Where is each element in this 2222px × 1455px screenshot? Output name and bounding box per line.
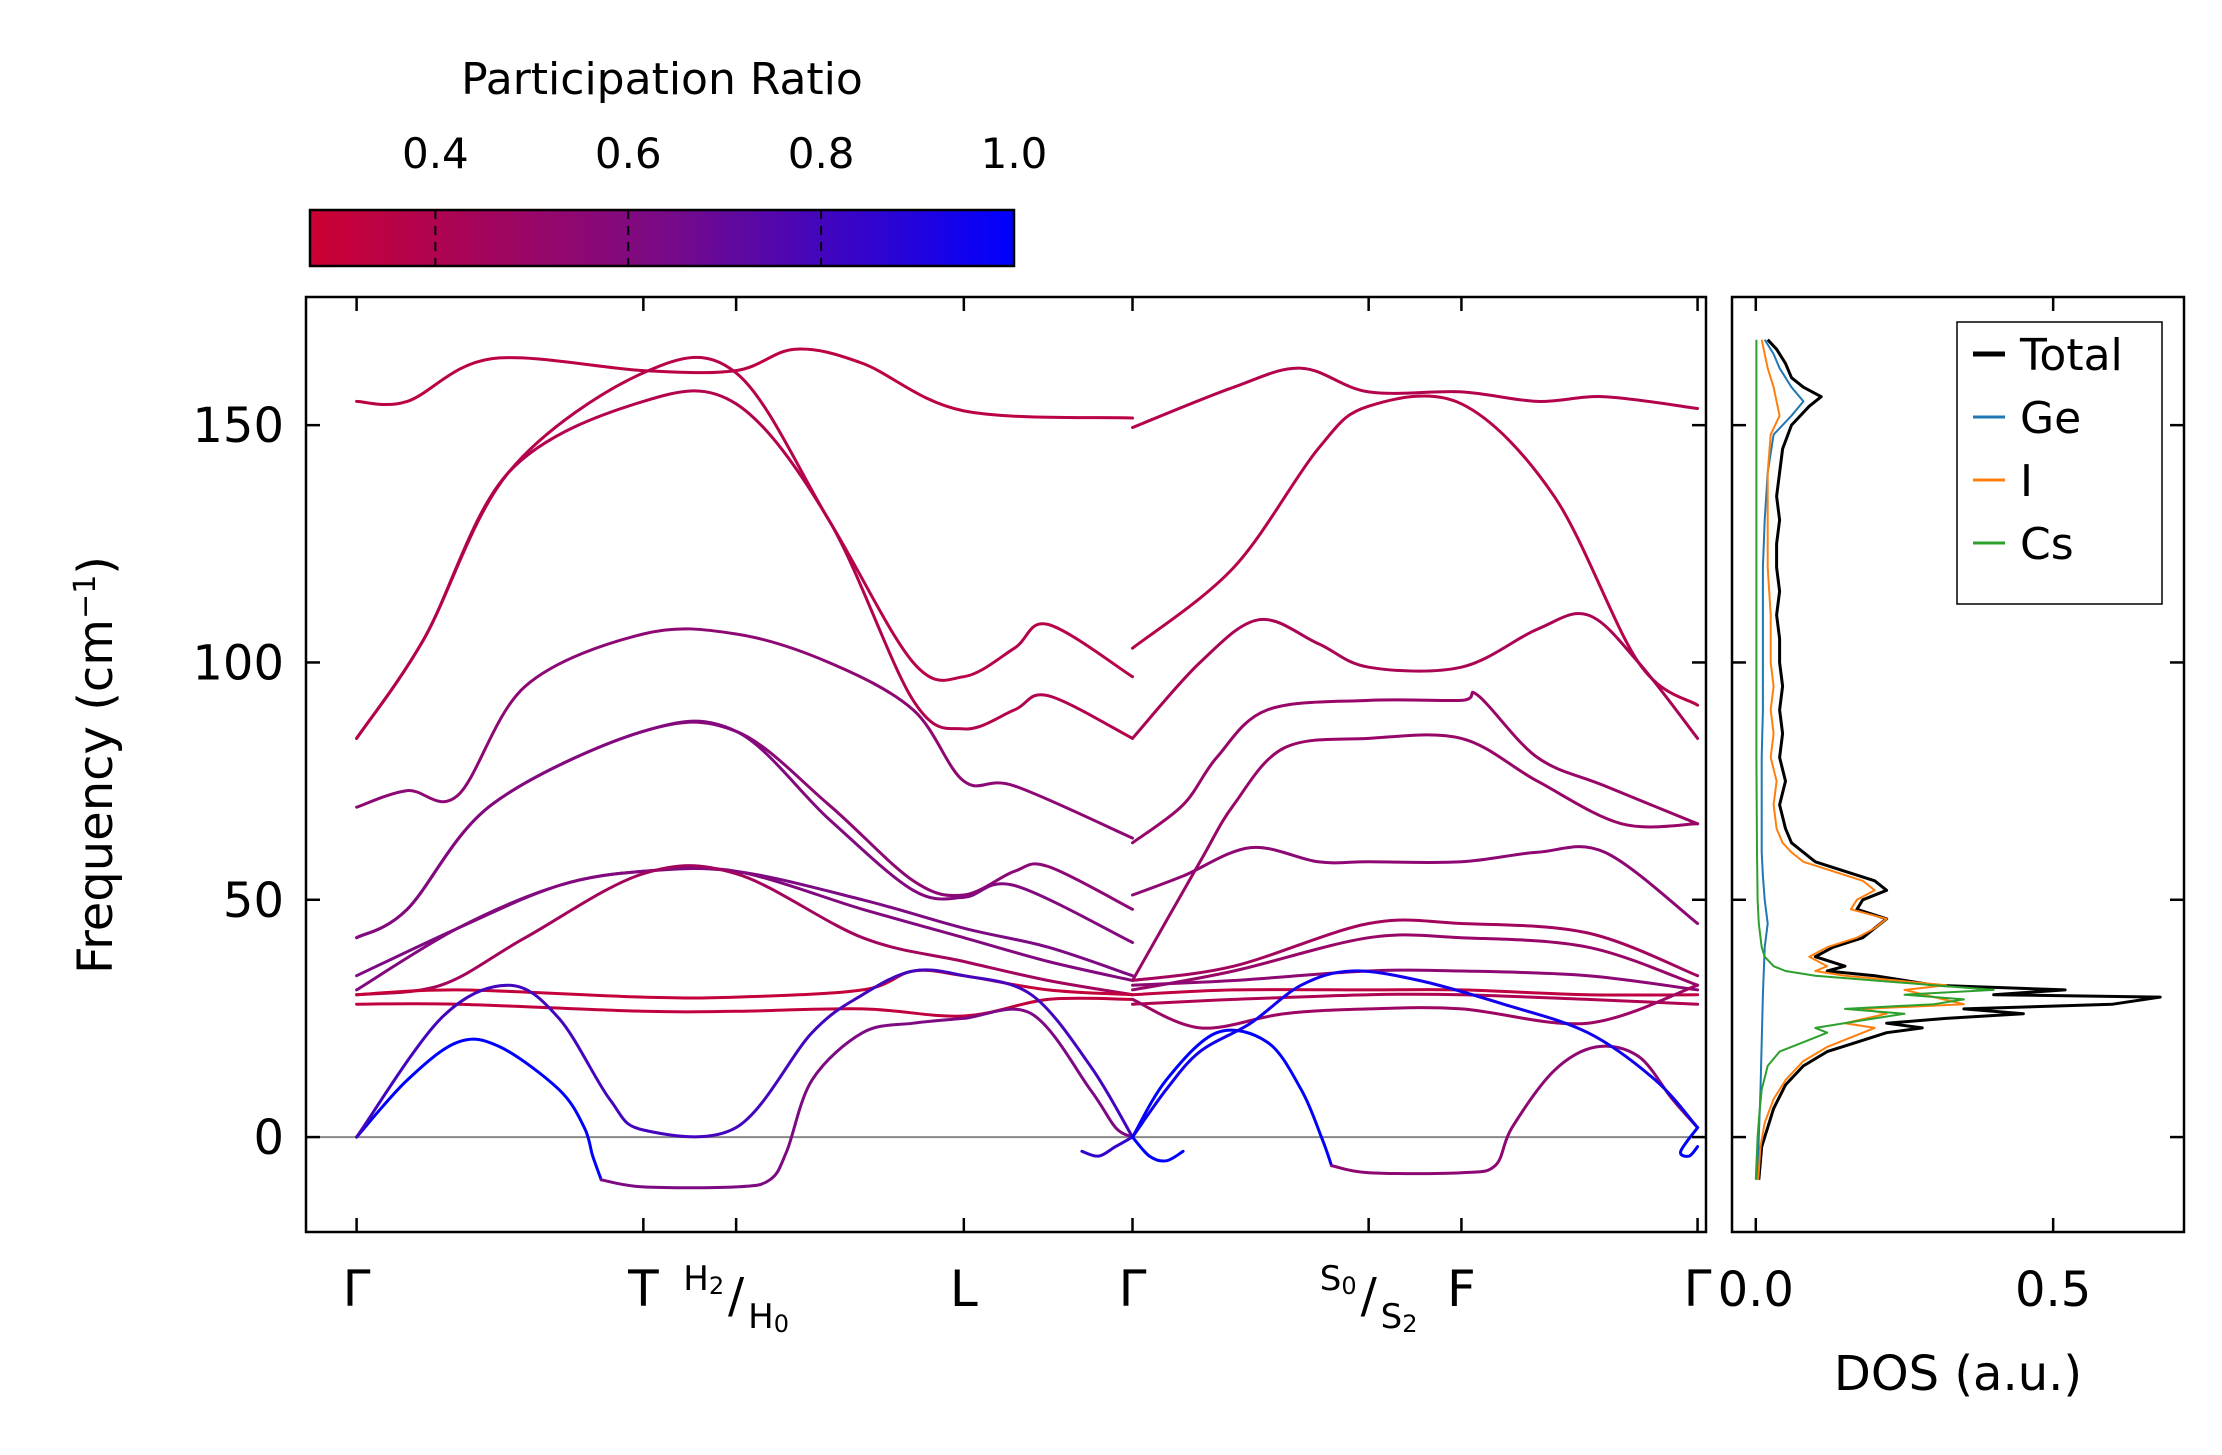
dos-plot-frame: [1730, 295, 2186, 1234]
phonon-band: [355, 355, 1134, 740]
phonon-band: [1131, 394, 1700, 707]
dos-x-ticks: 0.0 0.5: [1718, 297, 2091, 1318]
dos-y-ticks: [1732, 423, 2184, 1139]
k-point-label: T: [627, 1260, 659, 1318]
phonon-band: [355, 996, 1134, 1018]
k-label-top: H2: [683, 1259, 724, 1300]
phonon-band: [1131, 983, 1700, 1030]
bands: [355, 347, 1700, 1190]
legend-items: Total Ge I Cs: [1973, 330, 2123, 570]
phonon-band: [1131, 968, 1700, 992]
phonon-band: [1131, 1135, 1185, 1163]
colorbar-tick-labels: 0.4 0.6 0.8 1.0: [402, 129, 1047, 178]
y-axis-label: Frequency (cm−1): [68, 556, 125, 974]
k-label-letter: S: [1381, 1297, 1403, 1337]
k-point-label: S0/S2: [1320, 1259, 1418, 1338]
dos-line-i: [1757, 339, 1965, 1180]
k-point-label: F: [1447, 1260, 1476, 1318]
k-label-bottom: H0: [748, 1297, 789, 1338]
phonon-band: [1131, 366, 1700, 429]
k-label-letter: S: [1320, 1259, 1342, 1299]
y-tick-label: 100: [192, 635, 284, 691]
k-label-sub: 2: [1402, 1310, 1417, 1338]
k-point-label: Γ: [343, 1260, 371, 1318]
phonon-band: [1131, 933, 1700, 992]
phonon-band: [355, 720, 1134, 940]
k-label-sub: 0: [1341, 1272, 1356, 1300]
k-label-bottom: S2: [1381, 1297, 1418, 1338]
k-label-top: S0: [1320, 1259, 1357, 1300]
k-label-letter: H: [748, 1297, 774, 1337]
k-label-sub: 2: [709, 1272, 724, 1300]
y-tick-label: 50: [223, 873, 284, 929]
colorbar-gradient: [308, 208, 1016, 268]
phonon-band: [1131, 969, 1700, 1139]
legend-label: Cs: [2020, 519, 2074, 570]
k-point-label: Γ: [1684, 1260, 1712, 1318]
colorbar-title: Participation Ratio: [461, 54, 863, 105]
phonon-band: [1131, 612, 1700, 740]
k-label-sub: 0: [774, 1310, 789, 1338]
main-plot-frame: [304, 295, 1708, 1234]
phonon-band: [1330, 1044, 1700, 1176]
phonon-band: [1080, 1135, 1134, 1158]
legend-item-cs: Cs: [1973, 519, 2074, 570]
phonon-band: [1679, 1126, 1700, 1158]
phonon-band: [355, 347, 1134, 420]
phonon-band: [355, 627, 1134, 840]
k-label-letter: H: [683, 1259, 709, 1299]
phonon-band: [355, 968, 1134, 1000]
phonon-band: [1131, 992, 1700, 1006]
phonon-band: [355, 719, 1134, 944]
phonon-band: [1131, 1028, 1333, 1168]
k-label-slash: /: [728, 1268, 745, 1324]
phonon-band: [355, 1037, 603, 1182]
legend: Total Ge I Cs: [1956, 321, 2163, 605]
k-point-label: Γ: [1119, 1260, 1147, 1318]
y-axis-label-sup: −1: [68, 575, 103, 619]
colorbar-tick-label: 0.6: [595, 129, 662, 178]
phonon-band: [355, 968, 1134, 1139]
legend-label: I: [2020, 456, 2033, 507]
phonon-band: [1131, 733, 1700, 982]
phonon-band: [599, 1007, 1134, 1190]
phonon-band: [355, 864, 1134, 997]
colorbar-tick-label: 0.8: [788, 129, 855, 178]
legend-label: Total: [2019, 330, 2123, 381]
dos-line-ge: [1756, 339, 1805, 1180]
phonon-band: [355, 389, 1134, 740]
colorbar-tick-label: 1.0: [981, 129, 1048, 178]
dos-x-axis-label: DOS (a.u.): [1834, 1346, 2082, 1402]
k-label-slash: /: [1361, 1268, 1378, 1324]
legend-item-ge: Ge: [1973, 393, 2081, 444]
y-tick-label: 150: [192, 398, 284, 454]
dos-x-tick-label: 0.5: [2015, 1262, 2091, 1318]
phonon-band: [355, 866, 1134, 992]
main-y-ticks: 0 50 100 150: [192, 398, 1706, 1166]
phonon-band: [1131, 690, 1700, 845]
phonon-band: [1131, 918, 1700, 982]
y-axis-label-main: Frequency (cm: [68, 619, 124, 974]
colorbar: Participation Ratio 0.4 0.6 0.8 1.0: [308, 54, 1047, 268]
phonon-band: [1131, 988, 1700, 997]
colorbar-tick-label: 0.4: [402, 129, 469, 178]
legend-item-i: I: [1973, 456, 2033, 507]
dos-line-cs: [1754, 339, 1995, 1180]
k-point-label: L: [950, 1260, 978, 1318]
dos-plot: 0.0 0.5 DOS (a.u.) Total Ge I Cs: [1718, 295, 2186, 1402]
dos-lines: [1754, 338, 2162, 1180]
legend-item-total: Total: [1973, 330, 2123, 381]
k-point-label: H2/H0: [683, 1259, 789, 1338]
legend-label: Ge: [2020, 393, 2081, 444]
dos-line-total: [1757, 338, 2162, 1180]
legend-frame: [1956, 321, 2163, 605]
dos-x-tick-label: 0.0: [1718, 1262, 1794, 1318]
y-tick-label: 0: [253, 1110, 284, 1166]
main-x-ticks: Γ T H2/H0L Γ S0/S2F Γ: [343, 297, 1712, 1338]
y-axis-label-end: ): [68, 556, 124, 575]
phonon-band: [1131, 845, 1700, 925]
